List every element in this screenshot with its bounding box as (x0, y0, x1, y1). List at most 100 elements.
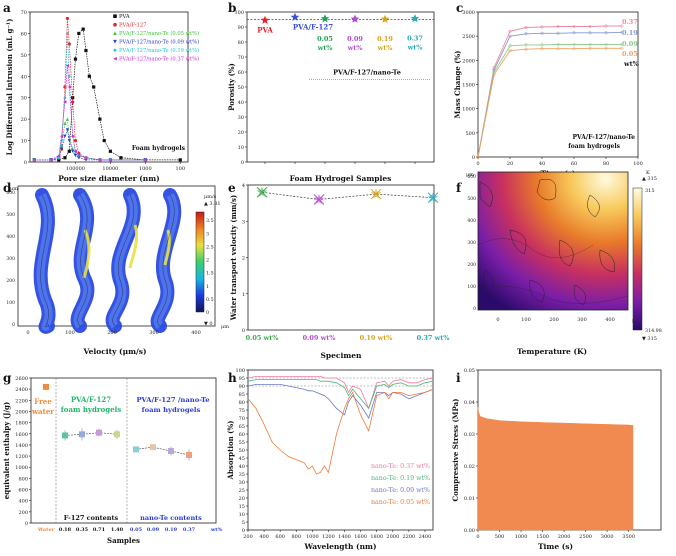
y-tick-label: 1500 (462, 83, 475, 89)
data-star (380, 14, 390, 23)
y-tick-label: 65 (239, 424, 245, 430)
data-point (540, 43, 544, 47)
y-tick-label: 30 (239, 480, 245, 486)
x-tick-label: 3000 (601, 534, 614, 540)
series-label: 0.37 (622, 18, 638, 26)
y-tick-label: 85 (239, 392, 245, 398)
data-cross (256, 186, 268, 198)
annotation: PVA/F-127 (71, 395, 111, 404)
y-tick-label: 0.01 (464, 496, 475, 502)
x-category-label: 0.37 wt% (417, 334, 451, 342)
data-point (63, 134, 67, 138)
colorbar-tick: 314.98 (645, 328, 662, 334)
x-tick-label: 2200 (403, 534, 416, 540)
y-tick-label: 0 (473, 306, 476, 312)
x-category-label: 0.18 (59, 527, 72, 533)
panel-letter-f: f (456, 181, 462, 195)
trend-line (135, 446, 190, 456)
data-point (114, 431, 120, 438)
y-tick-label: 500 (6, 212, 15, 218)
y-tick-label: 100 (6, 300, 15, 306)
data-point (65, 128, 69, 132)
y-tick-label: 100 (235, 368, 245, 374)
colorbar (195, 211, 205, 313)
data-point (178, 158, 182, 162)
x-category-label: 0.19 wt% (360, 334, 394, 342)
y-tick-label: 400 (6, 234, 15, 240)
data-point (524, 25, 528, 30)
x-tick-label: 1000 (139, 166, 152, 172)
x-tick-label: 1000 (306, 534, 319, 540)
data-cross (313, 194, 325, 205)
series-label: 0.19 (622, 29, 638, 37)
legend-marker (113, 14, 117, 18)
panel-e-frame (247, 184, 435, 331)
data-point (168, 448, 174, 455)
series-line-1 (34, 28, 181, 161)
y-tick-label: 70 (239, 416, 245, 422)
panel-a-annotation: Foam hydrogels (132, 145, 186, 152)
data-point (63, 100, 67, 104)
x-tick-label: 400 (605, 317, 615, 323)
y-tick-label: 500 (467, 196, 476, 202)
data-point (71, 134, 75, 138)
y-tick-label: 10 (238, 145, 244, 151)
annotation: foam hydrogels (142, 406, 201, 414)
x-tick-label: 2000 (558, 534, 571, 540)
data-star (410, 14, 420, 23)
data-point (604, 42, 608, 46)
x-tick-label: 1600 (354, 534, 367, 540)
flow-channel (36, 192, 179, 331)
x-tick-label: 0 (476, 534, 479, 540)
y-tick-label: 1600 (15, 432, 28, 438)
y-tick-label: 0.05 (464, 368, 475, 374)
axis-title: Foam Hydrogel Samples (290, 174, 392, 183)
pore-contours (479, 178, 615, 306)
data-point (71, 96, 75, 100)
axis-title: Absorption (%) (226, 421, 235, 481)
data-point (73, 138, 78, 143)
y-tick-label: 50 (238, 85, 244, 91)
annotation: PVA/F-127/nano-Te (573, 134, 636, 141)
y-tick-label: 70 (21, 10, 27, 16)
data-point (62, 432, 68, 439)
x-tick-label: 1400 (338, 534, 351, 540)
x-tick-label: 2500 (579, 534, 592, 540)
panel-g-frame (30, 377, 217, 524)
y-tick-label: 15 (239, 504, 245, 510)
y-tick-label: 5 (242, 520, 245, 526)
data-point (556, 42, 560, 46)
y-tick-label: 2000 (15, 409, 28, 415)
data-point (508, 34, 512, 38)
sample-label: wt% (377, 44, 394, 52)
annotation: Free (34, 397, 52, 406)
y-tick-label: 10 (239, 512, 245, 518)
data-point (556, 31, 560, 35)
axis-title: Porosity (%) (227, 63, 236, 111)
data-point (32, 158, 36, 162)
axis-title: Samples (107, 536, 140, 545)
y-tick-label: 40 (238, 100, 244, 106)
x-tick-label: 40 (539, 161, 545, 167)
data-point (186, 451, 192, 458)
y-tick-label: 3 (242, 219, 245, 225)
data-point (572, 47, 576, 51)
y-tick-label: 1 (242, 292, 245, 298)
x-tick-label: 200 (549, 317, 559, 323)
y-tick-label: 600 (467, 174, 476, 180)
x-category-label: 0.37 (183, 527, 196, 533)
y-tick-label: 2500 (462, 34, 475, 40)
axis-title: Pore size diameter (nm) (58, 174, 159, 183)
data-point (98, 158, 102, 162)
axis-title: Compressive Stress (MPa) (451, 399, 460, 502)
x-category-label: 0.71 (93, 527, 105, 533)
colorbar-min: ▼ 0 (204, 321, 213, 327)
y-tick-label: 2 (242, 256, 245, 262)
data-point (102, 138, 106, 143)
data-point (572, 31, 576, 35)
legend-label: PVA (119, 14, 130, 20)
axis-title: equivalent enthalpy (J/g) (2, 402, 11, 499)
data-point (572, 42, 576, 46)
legend-label: nano-Te: 0.05 wt% (371, 499, 430, 506)
colorbar-tick: 3.5 (206, 218, 214, 224)
